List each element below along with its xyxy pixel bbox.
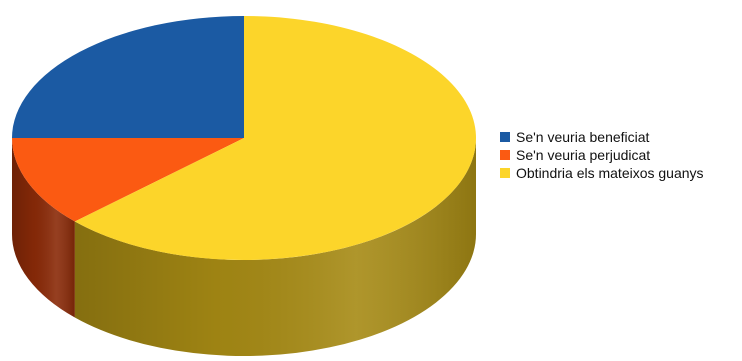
legend-swatch-perjudicat — [500, 150, 510, 160]
pie-slice-beneficiat — [12, 16, 244, 138]
pie-side-shading — [12, 138, 75, 318]
pie-sides — [12, 138, 477, 356]
pie-slice-mateixos-guanys — [74, 16, 477, 260]
legend-label-beneficiat: Se'n veuria beneficiat — [516, 129, 650, 145]
legend-item-perjudicat: Se'n veuria perjudicat — [500, 146, 704, 164]
pie-slice-perjudicat — [12, 138, 244, 222]
legend-item-beneficiat: Se'n veuria beneficiat — [500, 128, 704, 146]
legend-swatch-beneficiat — [500, 132, 510, 142]
legend: Se'n veuria beneficiat Se'n veuria perju… — [500, 128, 704, 182]
pie-side-shading — [74, 138, 477, 356]
legend-label-perjudicat: Se'n veuria perjudicat — [516, 147, 651, 163]
legend-swatch-mateixos-guanys — [500, 168, 510, 178]
legend-item-mateixos-guanys: Obtindria els mateixos guanys — [500, 164, 704, 182]
legend-label-mateixos-guanys: Obtindria els mateixos guanys — [516, 165, 704, 181]
pie-top-faces — [12, 16, 477, 260]
